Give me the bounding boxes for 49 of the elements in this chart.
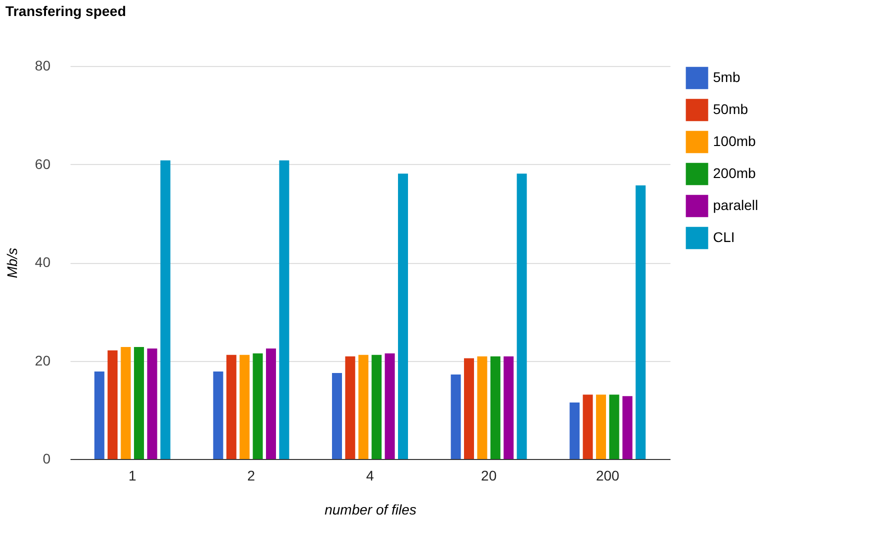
legend-label: CLI xyxy=(713,229,735,245)
bar xyxy=(147,348,158,459)
legend-label: 100mb xyxy=(713,133,756,149)
legend-label: 50mb xyxy=(713,101,748,117)
bar xyxy=(372,354,382,459)
bar xyxy=(504,356,514,459)
bar xyxy=(596,394,606,459)
bar xyxy=(266,348,276,459)
y-axis-title: Mb/s xyxy=(4,248,20,278)
bar xyxy=(226,354,236,459)
bar xyxy=(398,174,408,459)
bar xyxy=(464,358,474,459)
bar xyxy=(622,396,632,459)
bar xyxy=(332,373,342,459)
legend-label: 5mb xyxy=(713,69,740,85)
y-tick-label: 60 xyxy=(34,156,51,172)
x-axis-title: number of files xyxy=(324,502,416,518)
bar xyxy=(570,402,580,459)
x-tick-label: 4 xyxy=(366,468,374,484)
bar xyxy=(582,394,593,459)
bar xyxy=(94,372,104,459)
x-tick-label: 20 xyxy=(481,468,497,484)
bar xyxy=(609,394,620,459)
chart-title: Transfering speed xyxy=(5,3,126,19)
bar xyxy=(358,354,368,459)
x-tick-label: 2 xyxy=(247,468,256,484)
bar xyxy=(213,372,224,459)
y-tick-label: 80 xyxy=(34,58,51,74)
x-tick-label: 1 xyxy=(128,468,136,484)
bar xyxy=(450,374,461,459)
bar xyxy=(345,356,356,459)
bar xyxy=(160,160,170,459)
bar xyxy=(636,185,646,459)
bar xyxy=(279,160,290,459)
x-tick-label: 200 xyxy=(596,468,620,484)
bar xyxy=(252,353,263,459)
bar xyxy=(240,354,250,459)
legend-label: 200mb xyxy=(713,165,756,181)
bar xyxy=(477,356,488,459)
y-tick-label: 20 xyxy=(34,352,51,368)
bar xyxy=(516,174,527,459)
bar xyxy=(490,356,500,459)
legend-label: paralell xyxy=(713,197,758,213)
bar xyxy=(384,353,395,459)
y-tick-label: 0 xyxy=(42,450,51,466)
bar xyxy=(120,346,131,459)
bar xyxy=(108,350,118,459)
bar xyxy=(134,346,144,459)
y-tick-label: 40 xyxy=(34,254,51,270)
